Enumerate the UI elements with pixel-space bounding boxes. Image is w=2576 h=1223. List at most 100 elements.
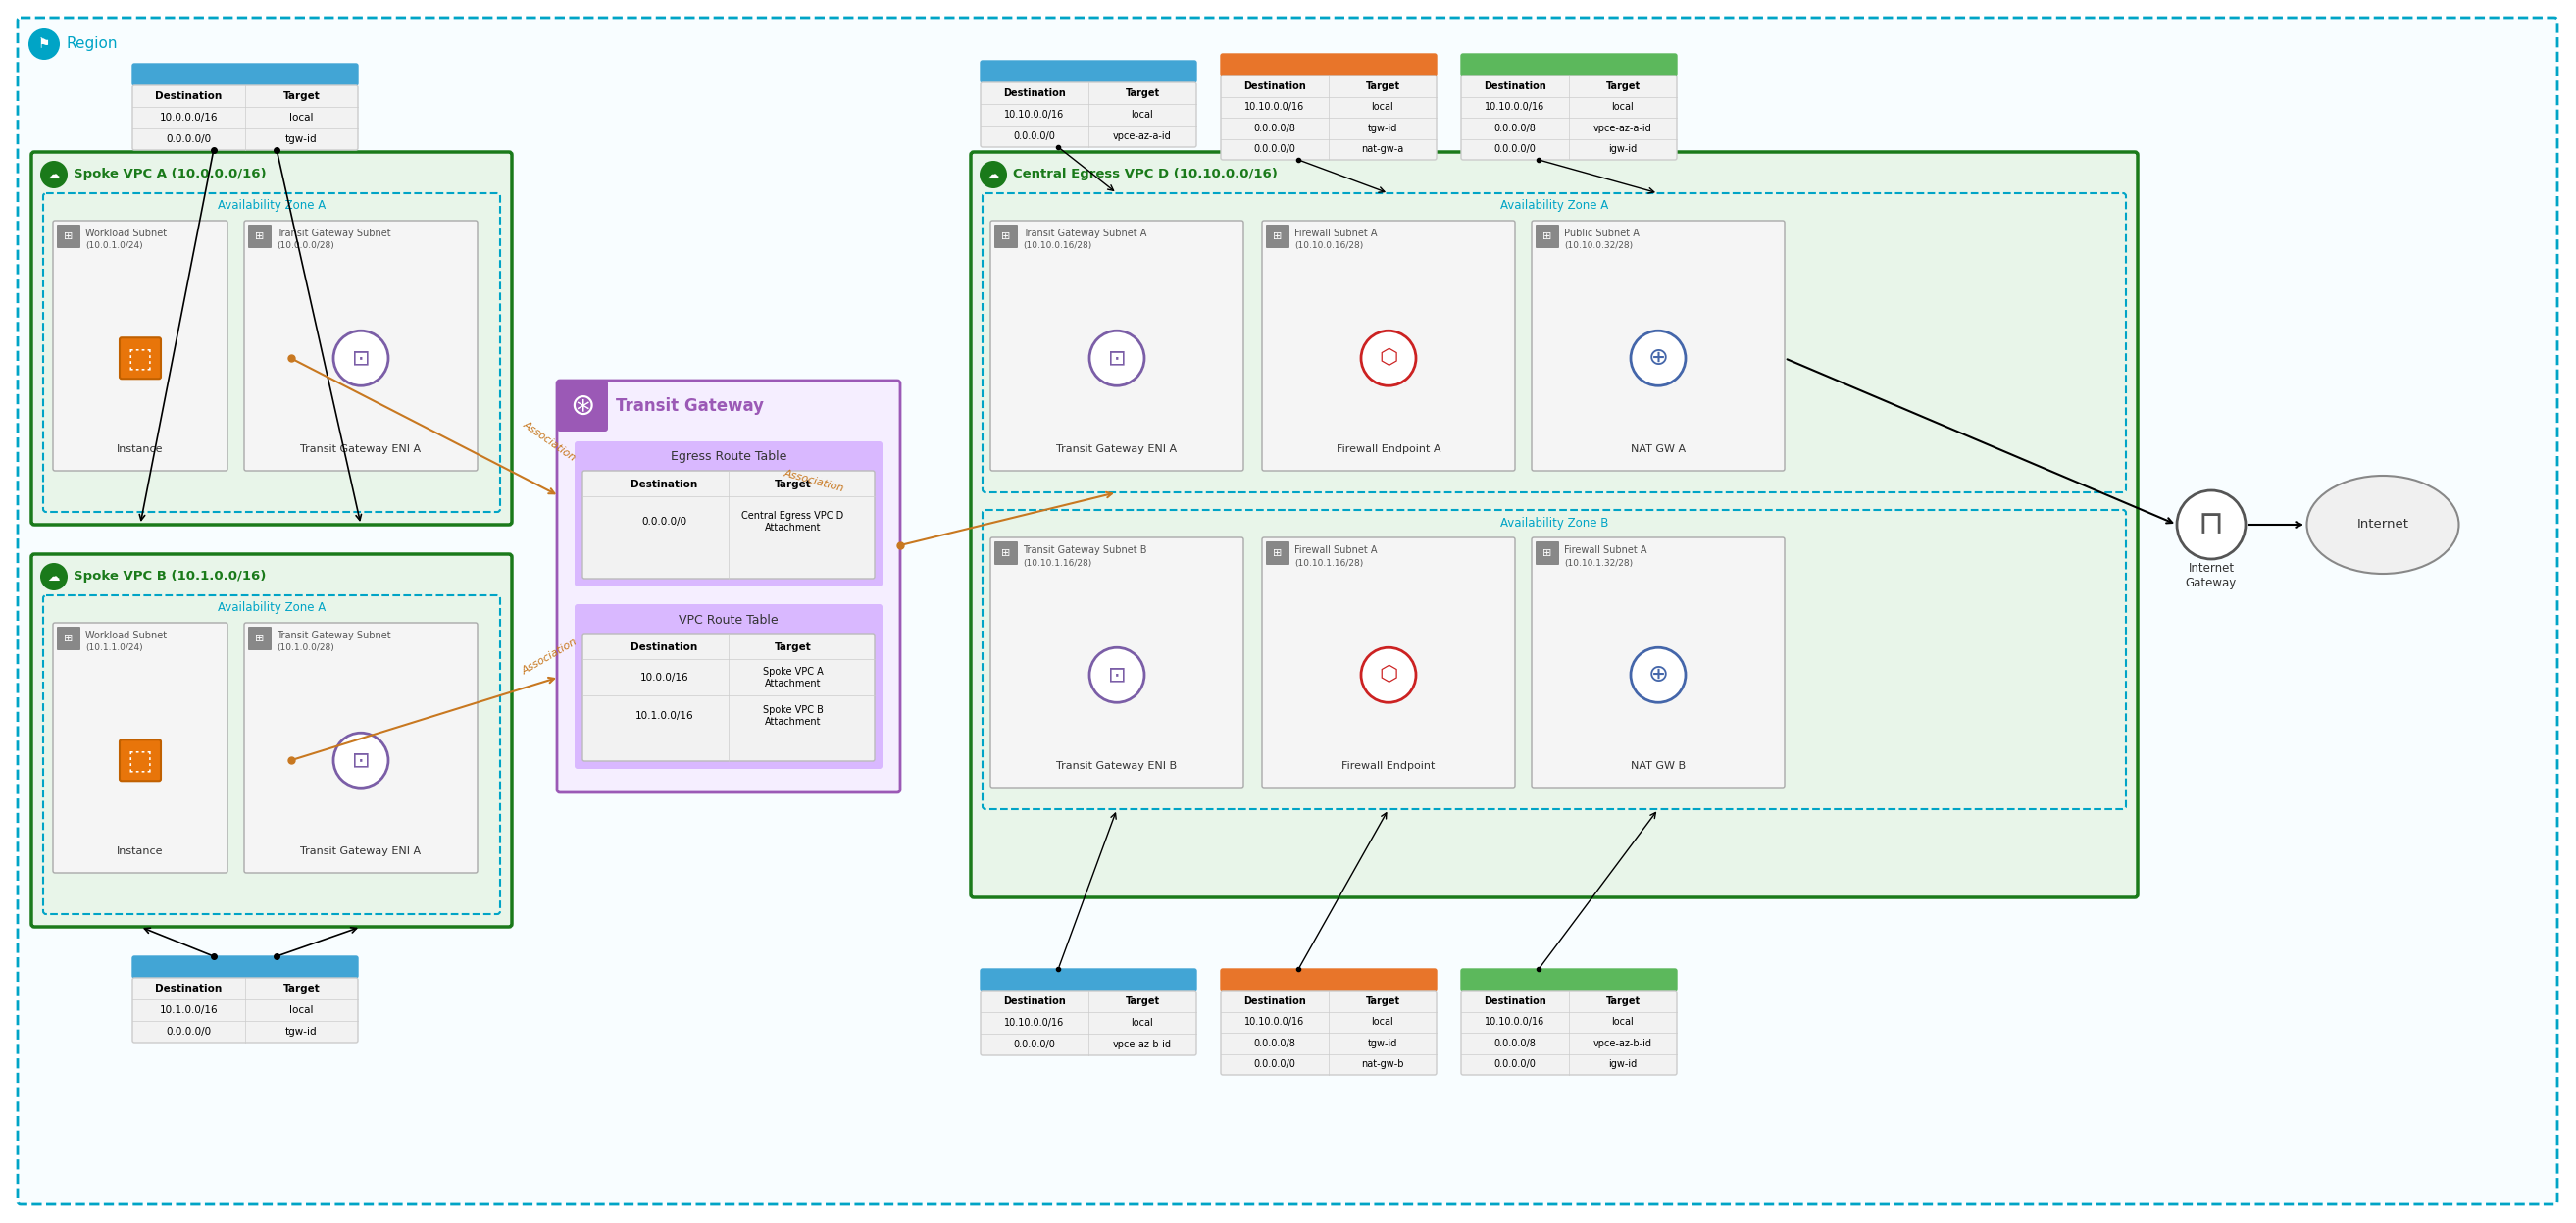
- Text: Association: Association: [783, 468, 845, 493]
- Text: ⊕: ⊕: [1649, 346, 1669, 371]
- Text: 10.10.0.0/16: 10.10.0.0/16: [1005, 1018, 1064, 1027]
- Text: Target: Target: [283, 92, 319, 102]
- FancyBboxPatch shape: [989, 220, 1244, 471]
- Text: local: local: [289, 1005, 314, 1015]
- Text: (10.1.0.0/28): (10.1.0.0/28): [276, 643, 335, 653]
- Text: Firewall Subnet A: Firewall Subnet A: [1293, 229, 1378, 238]
- FancyBboxPatch shape: [118, 740, 160, 781]
- Text: ⊓: ⊓: [2197, 509, 2223, 541]
- Circle shape: [332, 733, 389, 788]
- Text: local: local: [1131, 1018, 1154, 1027]
- Text: ⊞: ⊞: [255, 634, 265, 643]
- FancyBboxPatch shape: [981, 991, 1195, 1055]
- Text: (10.10.0.16/28): (10.10.0.16/28): [1293, 242, 1363, 251]
- Text: Spoke VPC A (10.0.0.0/16): Spoke VPC A (10.0.0.0/16): [75, 169, 265, 181]
- Text: NAT GW B: NAT GW B: [1631, 761, 1685, 770]
- Circle shape: [1631, 647, 1685, 702]
- FancyBboxPatch shape: [131, 64, 358, 86]
- FancyBboxPatch shape: [582, 471, 876, 578]
- Circle shape: [1090, 330, 1144, 385]
- FancyBboxPatch shape: [1535, 225, 1558, 248]
- Text: Target: Target: [1126, 997, 1159, 1007]
- Text: Transit Gateway Subnet A: Transit Gateway Subnet A: [1023, 229, 1146, 238]
- Text: Transit Gateway: Transit Gateway: [616, 397, 765, 415]
- Text: tgw-id: tgw-id: [1368, 1038, 1399, 1048]
- FancyBboxPatch shape: [18, 17, 2558, 1205]
- Text: ⊡: ⊡: [1108, 349, 1126, 368]
- Text: ⊞: ⊞: [255, 231, 265, 241]
- Text: Firewall Endpoint A: Firewall Endpoint A: [1337, 444, 1440, 454]
- Text: ⊛: ⊛: [569, 391, 595, 421]
- FancyBboxPatch shape: [556, 380, 608, 432]
- FancyBboxPatch shape: [981, 82, 1195, 147]
- Text: Internet: Internet: [2357, 519, 2409, 531]
- FancyBboxPatch shape: [989, 537, 1244, 788]
- Text: Destination: Destination: [155, 983, 222, 993]
- Text: vpce-az-b-id: vpce-az-b-id: [1595, 1038, 1651, 1048]
- Text: ⊞: ⊞: [64, 634, 72, 643]
- FancyBboxPatch shape: [1265, 225, 1291, 248]
- Text: tgw-id: tgw-id: [286, 1027, 317, 1037]
- Text: tgw-id: tgw-id: [286, 135, 317, 144]
- FancyBboxPatch shape: [574, 442, 884, 587]
- Text: nat-gw-b: nat-gw-b: [1360, 1059, 1404, 1069]
- Text: Availability Zone A: Availability Zone A: [216, 199, 325, 213]
- Text: (10.10.1.32/28): (10.10.1.32/28): [1564, 559, 1633, 567]
- Text: 0.0.0.0/0: 0.0.0.0/0: [1494, 144, 1535, 154]
- Circle shape: [41, 563, 67, 591]
- FancyBboxPatch shape: [1533, 220, 1785, 471]
- Text: ⊞: ⊞: [1543, 548, 1551, 558]
- Text: 10.10.0.0/16: 10.10.0.0/16: [1484, 1018, 1546, 1027]
- Text: vpce-az-b-id: vpce-az-b-id: [1113, 1040, 1172, 1049]
- FancyBboxPatch shape: [57, 225, 80, 248]
- Text: Destination: Destination: [1002, 88, 1066, 98]
- Text: 10.10.0.0/16: 10.10.0.0/16: [1005, 110, 1064, 120]
- Text: Target: Target: [775, 642, 811, 652]
- Text: ⊞: ⊞: [1002, 548, 1010, 558]
- FancyBboxPatch shape: [994, 225, 1018, 248]
- FancyBboxPatch shape: [31, 554, 513, 927]
- Text: (10.1.1.0/24): (10.1.1.0/24): [85, 643, 142, 653]
- Text: Instance: Instance: [116, 846, 162, 856]
- Text: Spoke VPC B (10.1.0.0/16): Spoke VPC B (10.1.0.0/16): [75, 570, 265, 583]
- Text: Destination: Destination: [1244, 997, 1306, 1007]
- Text: Public Subnet A: Public Subnet A: [1564, 229, 1638, 238]
- Text: Firewall Endpoint: Firewall Endpoint: [1342, 761, 1435, 770]
- FancyBboxPatch shape: [247, 626, 270, 651]
- Text: 10.0.0.0/16: 10.0.0.0/16: [160, 113, 219, 122]
- Text: Region: Region: [67, 37, 118, 51]
- Text: 10.10.0.0/16: 10.10.0.0/16: [1244, 1018, 1306, 1027]
- Text: 10.10.0.0/16: 10.10.0.0/16: [1244, 103, 1306, 113]
- Text: (10.10.1.16/28): (10.10.1.16/28): [1023, 559, 1092, 567]
- FancyBboxPatch shape: [247, 225, 270, 248]
- Text: Availability Zone A: Availability Zone A: [216, 602, 325, 614]
- Text: ⊡: ⊡: [353, 751, 371, 770]
- Text: (10.0.1.0/24): (10.0.1.0/24): [85, 242, 142, 251]
- Text: Destination: Destination: [1002, 997, 1066, 1007]
- Text: 10.0.0/16: 10.0.0/16: [639, 673, 688, 682]
- Text: ⬡: ⬡: [1378, 349, 1399, 368]
- Text: Target: Target: [1605, 81, 1641, 91]
- Text: ⊡: ⊡: [353, 349, 371, 368]
- FancyBboxPatch shape: [131, 978, 358, 1042]
- FancyBboxPatch shape: [981, 61, 1195, 82]
- Circle shape: [28, 28, 59, 60]
- Text: local: local: [1613, 1018, 1633, 1027]
- Circle shape: [41, 161, 67, 188]
- Text: ⊞: ⊞: [1273, 548, 1283, 558]
- Text: Transit Gateway ENI A: Transit Gateway ENI A: [1056, 444, 1177, 454]
- FancyBboxPatch shape: [118, 338, 160, 379]
- Text: 0.0.0.0/8: 0.0.0.0/8: [1255, 124, 1296, 133]
- Text: igw-id: igw-id: [1607, 1059, 1638, 1069]
- Text: (10.10.1.16/28): (10.10.1.16/28): [1293, 559, 1363, 567]
- FancyBboxPatch shape: [1461, 969, 1677, 991]
- Text: VPC Route Table: VPC Route Table: [677, 614, 778, 626]
- Circle shape: [1360, 647, 1417, 702]
- Text: Target: Target: [283, 983, 319, 993]
- Text: Workload Subnet: Workload Subnet: [85, 229, 167, 238]
- Text: nat-gw-a: nat-gw-a: [1363, 144, 1404, 154]
- Text: Target: Target: [1126, 88, 1159, 98]
- FancyBboxPatch shape: [1533, 537, 1785, 788]
- FancyBboxPatch shape: [245, 623, 477, 873]
- Text: Transit Gateway ENI A: Transit Gateway ENI A: [301, 846, 422, 856]
